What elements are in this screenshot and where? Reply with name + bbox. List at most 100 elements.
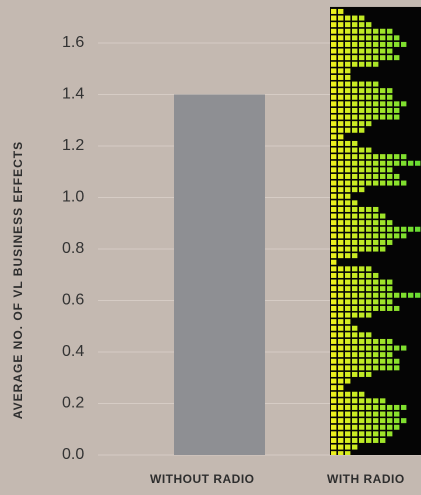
equalizer-cell — [394, 41, 400, 47]
equalizer-cell — [387, 167, 393, 173]
equalizer-cell — [331, 272, 337, 278]
equalizer-cell — [331, 431, 337, 437]
equalizer-cell — [373, 173, 379, 179]
equalizer-cell — [345, 121, 351, 127]
equalizer-cell — [366, 220, 372, 226]
equalizer-cell — [373, 345, 379, 351]
equalizer-cell — [331, 358, 337, 364]
equalizer-cell — [352, 411, 358, 417]
equalizer-cell — [352, 305, 358, 311]
equalizer-cell — [387, 418, 393, 424]
equalizer-cell — [380, 167, 386, 173]
equalizer-cell — [331, 233, 337, 239]
equalizer-cell — [366, 226, 372, 232]
equalizer-cell — [387, 88, 393, 94]
equalizer-cell — [338, 332, 344, 338]
equalizer-cell — [352, 220, 358, 226]
equalizer-cell — [366, 48, 372, 54]
equalizer-cell — [331, 385, 337, 391]
equalizer-cell — [338, 107, 344, 113]
equalizer-cell — [359, 312, 365, 318]
equalizer-cell — [352, 167, 358, 173]
equalizer-cell — [345, 378, 351, 384]
y-axis-label: AVERAGE NO. OF VL BUSINESS EFFECTS — [11, 141, 25, 419]
equalizer-cell — [345, 239, 351, 245]
equalizer-cell — [387, 365, 393, 371]
equalizer-cell — [373, 246, 379, 252]
equalizer-cell — [331, 140, 337, 146]
equalizer-cell — [373, 226, 379, 232]
equalizer-cell — [359, 246, 365, 252]
equalizer-cell — [338, 101, 344, 107]
equalizer-cell — [387, 338, 393, 344]
equalizer-cell — [366, 41, 372, 47]
equalizer-cell — [338, 233, 344, 239]
equalizer-cell — [366, 345, 372, 351]
equalizer-cell — [352, 404, 358, 410]
equalizer-cell — [338, 292, 344, 298]
equalizer-cell — [331, 378, 337, 384]
equalizer-cell — [331, 398, 337, 404]
equalizer-cell — [338, 338, 344, 344]
equalizer-cell — [366, 94, 372, 100]
equalizer-cell — [345, 424, 351, 430]
equalizer-cell — [345, 391, 351, 397]
equalizer-cell — [366, 239, 372, 245]
equalizer-cell — [359, 424, 365, 430]
equalizer-cell — [366, 411, 372, 417]
equalizer-cell — [394, 226, 400, 232]
equalizer-cell — [366, 312, 372, 318]
y-tick-label: 0.2 — [62, 395, 84, 412]
equalizer-cell — [338, 253, 344, 259]
equalizer-cell — [387, 352, 393, 358]
equalizer-cell — [352, 154, 358, 160]
equalizer-cell — [331, 332, 337, 338]
equalizer-cell — [345, 220, 351, 226]
equalizer-cell — [352, 187, 358, 193]
equalizer-cell — [345, 187, 351, 193]
equalizer-cell — [366, 22, 372, 28]
equalizer-cell — [401, 233, 407, 239]
equalizer-cell — [380, 48, 386, 54]
equalizer-cell — [338, 55, 344, 61]
equalizer-cell — [380, 28, 386, 34]
equalizer-cell — [373, 81, 379, 87]
equalizer-cell — [380, 154, 386, 160]
equalizer-cell — [352, 345, 358, 351]
equalizer-pattern — [331, 8, 421, 455]
equalizer-cell — [352, 114, 358, 120]
equalizer-cell — [366, 107, 372, 113]
equalizer-cell — [338, 365, 344, 371]
equalizer-cell — [331, 338, 337, 344]
equalizer-cell — [359, 61, 365, 67]
equalizer-cell — [394, 292, 400, 298]
equalizer-cell — [352, 312, 358, 318]
equalizer-cell — [331, 371, 337, 377]
equalizer-cell — [345, 358, 351, 364]
equalizer-cell — [359, 160, 365, 166]
equalizer-cell — [331, 437, 337, 443]
equalizer-cell — [331, 424, 337, 430]
equalizer-cell — [401, 345, 407, 351]
equalizer-cell — [338, 88, 344, 94]
equalizer-cell — [338, 279, 344, 285]
equalizer-cell — [359, 220, 365, 226]
equalizer-cell — [331, 319, 337, 325]
equalizer-cell — [359, 121, 365, 127]
equalizer-cell — [380, 220, 386, 226]
equalizer-cell — [352, 266, 358, 272]
equalizer-cell — [338, 22, 344, 28]
equalizer-cell — [345, 332, 351, 338]
equalizer-cell — [359, 88, 365, 94]
equalizer-cell — [331, 101, 337, 107]
equalizer-cell — [338, 299, 344, 305]
equalizer-cell — [345, 213, 351, 219]
equalizer-cell — [345, 365, 351, 371]
equalizer-cell — [338, 239, 344, 245]
equalizer-cell — [366, 246, 372, 252]
equalizer-cell — [359, 35, 365, 41]
equalizer-cell — [380, 431, 386, 437]
equalizer-cell — [345, 226, 351, 232]
equalizer-cell — [345, 292, 351, 298]
equalizer-cell — [331, 134, 337, 140]
